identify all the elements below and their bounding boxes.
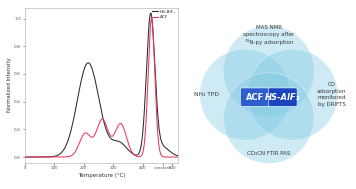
Ellipse shape (224, 26, 314, 116)
Text: NH₃ TPD: NH₃ TPD (194, 92, 219, 97)
Y-axis label: Normalized Intensity: Normalized Intensity (7, 58, 12, 112)
Ellipse shape (224, 73, 314, 163)
Text: HS-AlF₃: HS-AlF₃ (265, 93, 300, 102)
Legend: HS-AlF₃, ACF: HS-AlF₃, ACF (151, 8, 177, 20)
Ellipse shape (247, 49, 338, 140)
Text: ACF: ACF (246, 93, 264, 102)
Text: CD₃CN FTIR PAS: CD₃CN FTIR PAS (247, 151, 290, 156)
Text: CO
adsorption
monitored
by DRIFTS: CO adsorption monitored by DRIFTS (317, 82, 346, 107)
Ellipse shape (200, 49, 290, 140)
FancyBboxPatch shape (240, 88, 269, 106)
X-axis label: Temperature (°C): Temperature (°C) (78, 173, 125, 177)
FancyBboxPatch shape (268, 88, 297, 106)
Text: MAS NMR
spectroscopy after
¹⁵N-py adsorption: MAS NMR spectroscopy after ¹⁵N-py adsorp… (243, 25, 294, 45)
